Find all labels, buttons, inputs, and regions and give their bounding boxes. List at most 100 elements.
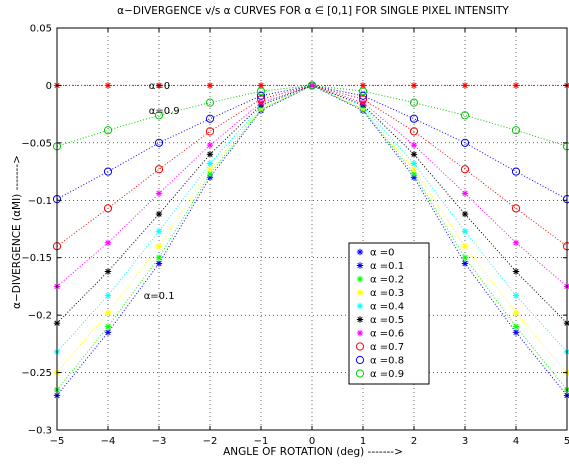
data-point — [155, 254, 163, 261]
y-axis-label: α−DIVERGENCE (αMI) -------> — [11, 155, 23, 309]
data-point-stroke — [411, 142, 417, 148]
data-point — [409, 98, 419, 107]
data-point — [461, 228, 469, 235]
legend-label: α =0.5 — [370, 315, 404, 326]
x-tick-label: −1 — [254, 436, 269, 447]
legend-marker-stroke — [357, 249, 363, 255]
data-point-stroke — [462, 243, 468, 249]
annotation-label: α=0.1 — [144, 291, 175, 302]
axis-ticks: −5 −4 −3 −2 −1 0 1 2 3 4 5 0.05 0 −0.05 −0.1 −0.15 −0.2 −… — [21, 24, 569, 448]
legend-entry: α =0.7 — [355, 342, 404, 353]
legend-entry: α =0.1 — [356, 261, 404, 272]
legend-label: α =0 — [370, 248, 395, 259]
data-point-stroke — [156, 255, 162, 261]
series-layer — [52, 81, 569, 399]
annotation-label: α=0.9 — [149, 106, 180, 117]
data-point-stroke — [513, 82, 519, 89]
data-point — [563, 283, 569, 290]
y-tick-label: −0.15 — [21, 253, 52, 264]
legend-label: α =0.3 — [370, 288, 404, 299]
data-point — [104, 239, 112, 246]
x-tick-label: 0 — [309, 436, 315, 447]
data-point-stroke — [207, 160, 213, 167]
data-point — [512, 309, 520, 317]
legend-label: α =0.9 — [370, 369, 404, 380]
series-line-9 — [56, 84, 568, 147]
series-line-2 — [56, 84, 568, 391]
data-point — [511, 204, 521, 213]
data-point — [206, 166, 214, 173]
series-line-4 — [56, 84, 568, 353]
legend-entry: α =0.3 — [356, 288, 404, 299]
data-point — [512, 82, 520, 89]
legend-marker — [356, 248, 364, 256]
y-tick-label: 0.05 — [30, 24, 52, 35]
data-point-stroke — [105, 329, 111, 336]
data-point — [104, 329, 112, 336]
data-point — [461, 190, 469, 197]
series-1 — [53, 82, 569, 399]
series-6 — [53, 82, 569, 290]
legend-label: α =0.1 — [370, 261, 404, 272]
legend-entry: α =0.2 — [356, 275, 404, 286]
data-point-stroke — [105, 268, 111, 275]
series-line-6 — [56, 84, 568, 287]
data-point — [256, 91, 266, 100]
data-point — [104, 309, 112, 317]
data-point — [563, 348, 569, 356]
data-point-stroke — [207, 142, 213, 148]
data-point-stroke — [462, 211, 468, 217]
data-point-stroke — [411, 82, 417, 89]
series-2 — [53, 82, 569, 393]
data-point-stroke — [411, 160, 417, 167]
data-point — [154, 138, 164, 147]
data-point — [358, 87, 368, 96]
legend-entry: α =0.9 — [355, 369, 404, 380]
legend-marker — [356, 316, 364, 323]
y-tick-label: 0 — [46, 81, 52, 92]
legend-marker-stroke — [357, 330, 363, 336]
x-tick-label: 5 — [564, 436, 569, 447]
data-point — [206, 160, 214, 167]
data-point-stroke — [513, 240, 519, 246]
data-point-stroke — [156, 243, 162, 249]
data-point — [410, 166, 418, 173]
data-point-stroke — [207, 82, 213, 89]
series-line-7 — [56, 84, 568, 247]
data-point — [155, 243, 163, 250]
data-point — [562, 142, 569, 151]
data-point — [410, 82, 418, 89]
x-tick-label: 3 — [462, 436, 468, 447]
annotation-label: α=0 — [149, 81, 170, 92]
series-line-1 — [56, 84, 568, 396]
legend-marker — [355, 342, 365, 351]
data-point-stroke — [513, 323, 519, 330]
x-tick-label: 1 — [360, 436, 366, 447]
data-point-stroke — [462, 82, 468, 89]
legend-marker-stroke — [357, 316, 363, 323]
data-point-stroke — [462, 190, 468, 197]
data-point — [256, 87, 266, 96]
data-point — [155, 228, 163, 235]
data-point — [563, 386, 569, 393]
x-axis-label: ANGLE OF ROTATION (deg) -------> — [223, 446, 403, 458]
legend-marker — [356, 289, 364, 296]
data-point — [511, 126, 521, 135]
data-point-stroke — [411, 166, 417, 172]
data-point — [307, 81, 317, 90]
data-point — [154, 165, 164, 174]
data-point — [155, 260, 163, 267]
data-point — [155, 190, 163, 197]
data-point-stroke — [207, 166, 213, 172]
data-point — [511, 167, 521, 176]
series-9 — [52, 81, 569, 151]
data-point — [563, 319, 569, 327]
legend-label: α =0.6 — [370, 329, 404, 340]
x-tick-label: 2 — [411, 436, 417, 447]
legend-label: α =0.2 — [370, 275, 404, 286]
data-point-stroke — [156, 190, 162, 197]
data-point — [409, 114, 419, 123]
x-tick-label: 4 — [513, 436, 519, 447]
data-point-stroke — [258, 82, 264, 89]
